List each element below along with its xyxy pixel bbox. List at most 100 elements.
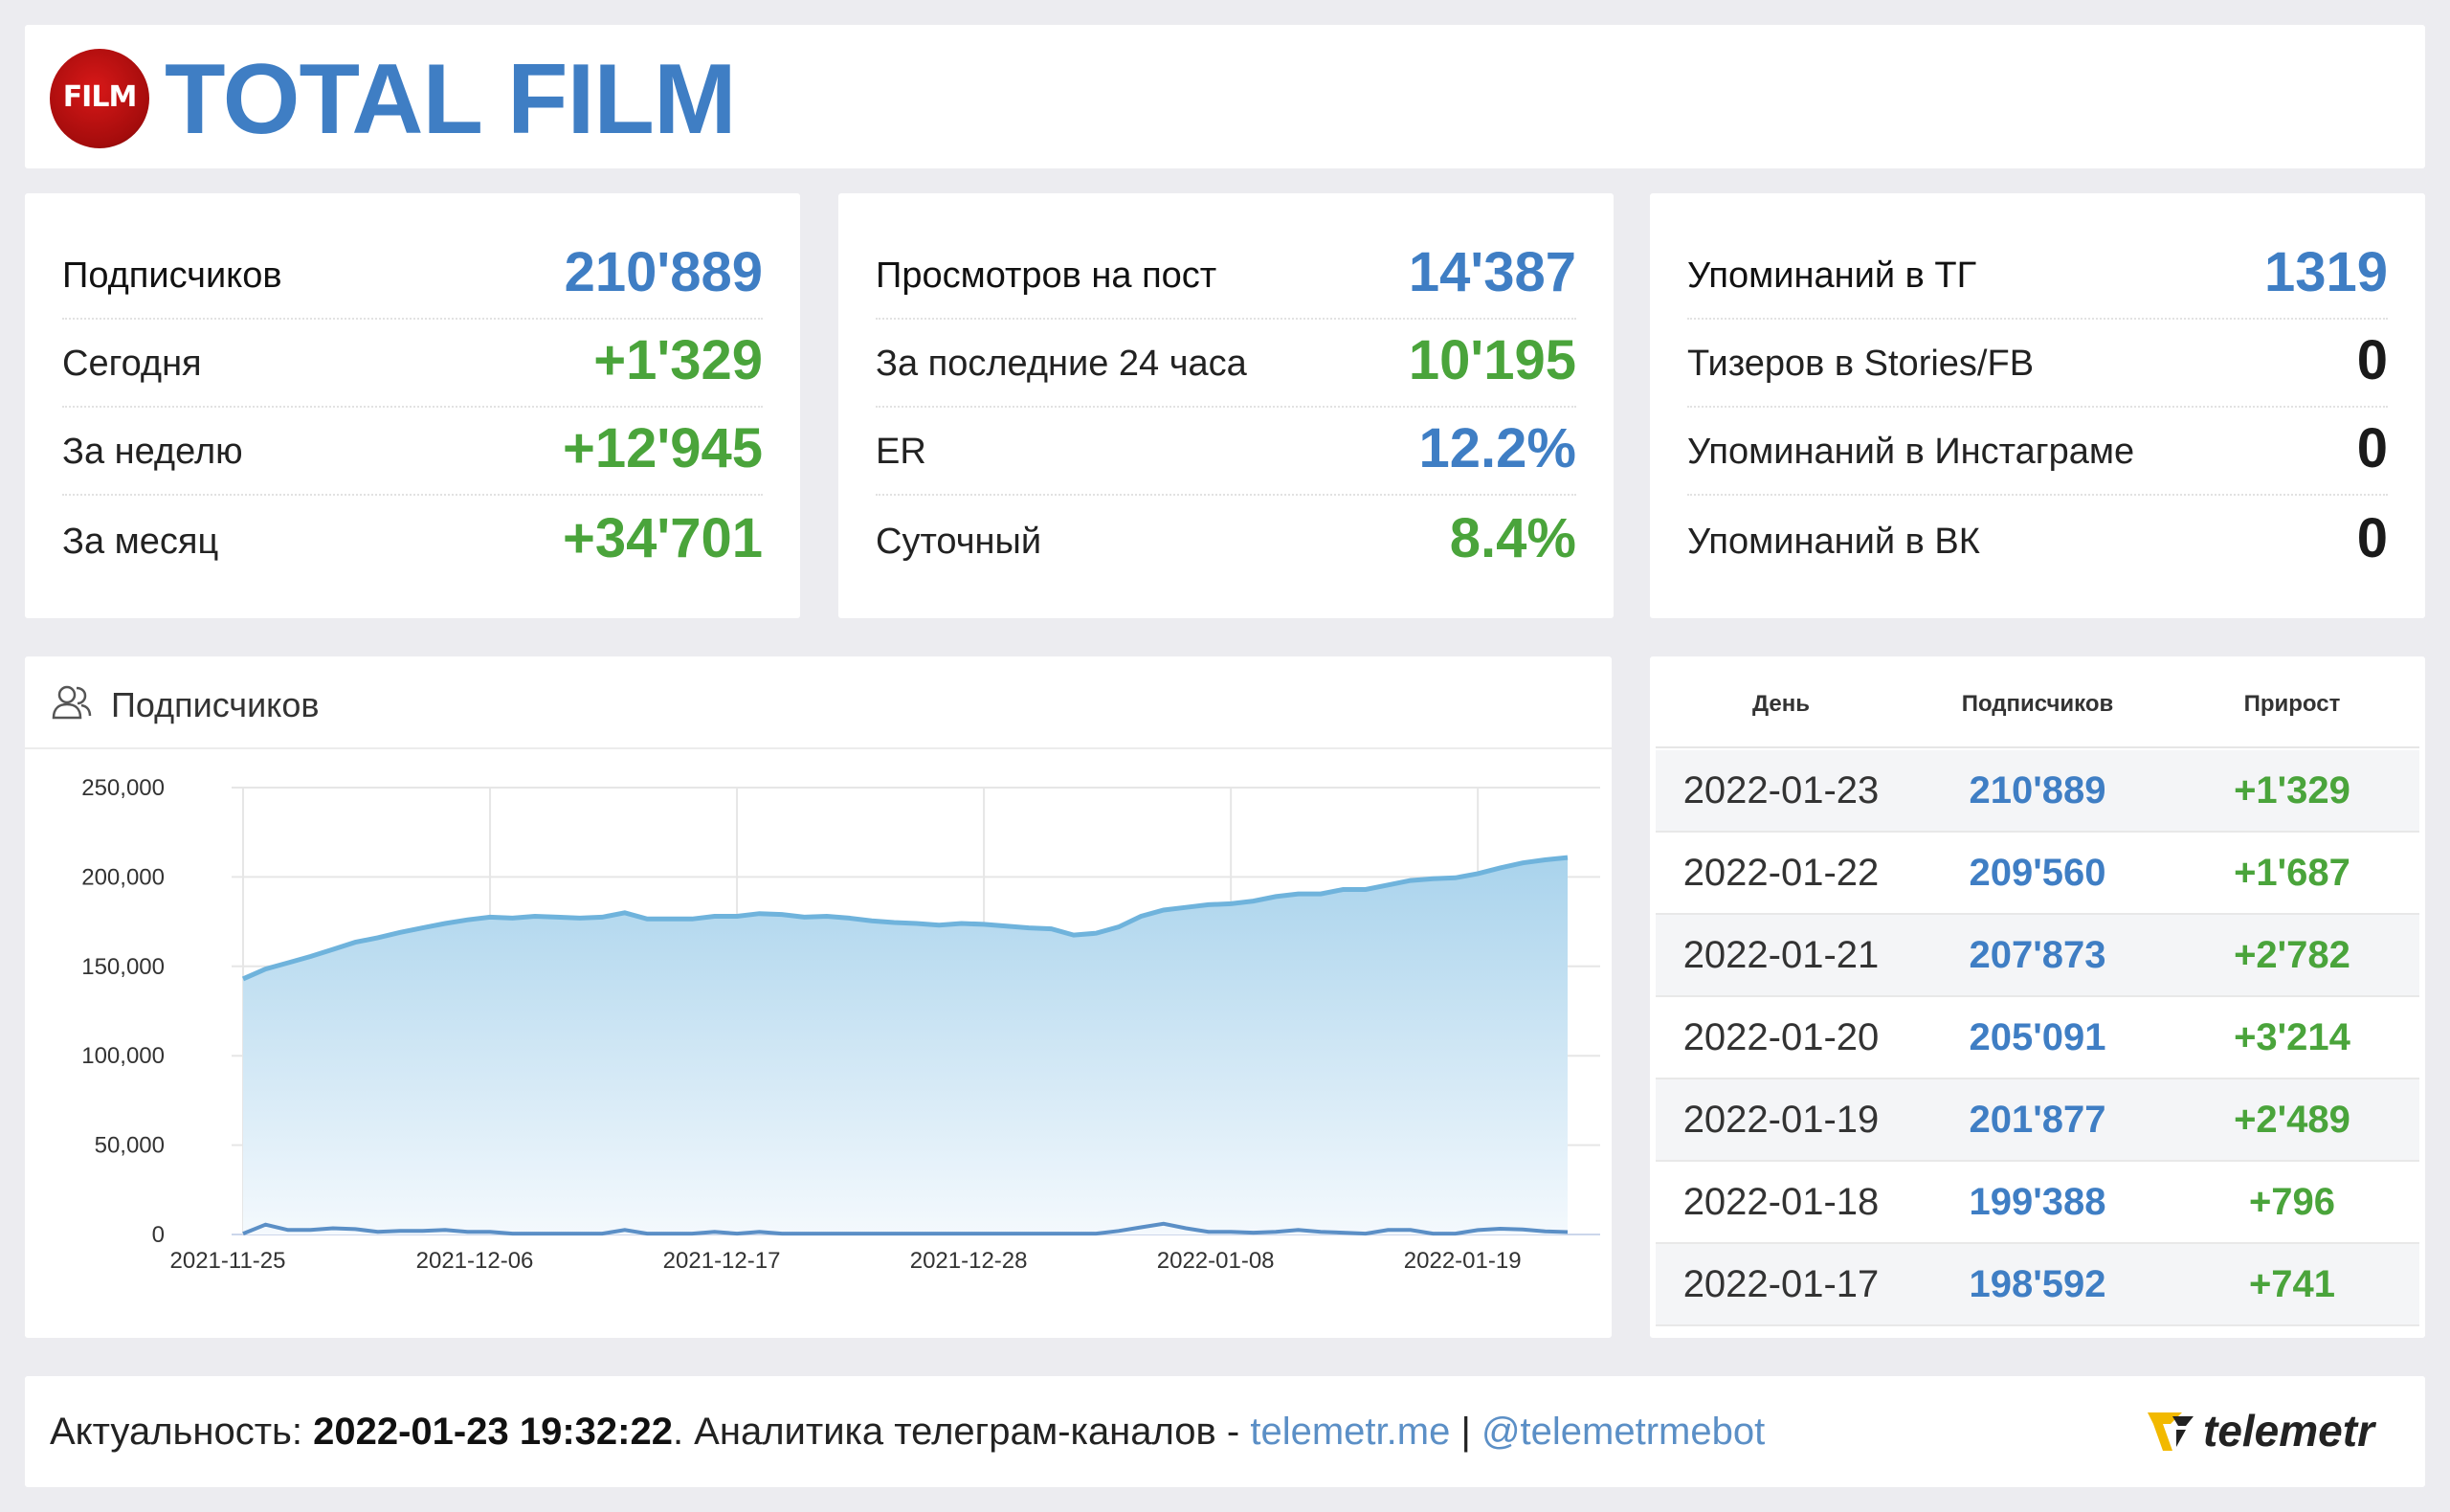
cell-subscribers: 210'889 [1969,769,2106,812]
stat-row-week: За неделю +12'945 [62,408,763,496]
cell-growth: +3'214 [2234,1016,2350,1058]
stat-label: Тизеров в Stories/FB [1687,344,2035,384]
cell-growth: +2'489 [2234,1099,2350,1141]
stat-row-views-per-post: Просмотров на пост 14'387 [876,232,1576,320]
stat-label: Упоминаний в ТГ [1687,256,1977,296]
stat-row-stories-teasers: Тизеров в Stories/FB 0 [1687,320,2388,408]
chart-title: Подписчиков [111,685,320,724]
stat-value: +34'701 [563,507,763,569]
stat-row-last-24h: За последние 24 часа 10'195 [876,320,1576,408]
footer-timestamp: 2022-01-23 19:32:22 [313,1411,673,1453]
stat-label: Просмотров на пост [876,256,1217,296]
y-tick-label: 0 [152,1222,165,1248]
channel-header: FILM TOTAL FILM [25,25,2425,168]
cell-growth: +796 [2248,1181,2336,1223]
x-tick-label: 2022-01-19 [1404,1248,1522,1274]
stat-value: 1319 [2263,241,2388,303]
y-tick-label: 150,000 [81,954,165,980]
subscribers-stats-card: Подписчиков 210'889 Сегодня +1'329 За не… [25,193,800,618]
stat-value: 14'387 [1408,241,1576,303]
stat-value: 12.2% [1418,417,1576,479]
footer-text: Актуальность: 2022-01-23 19:32:22. Анали… [50,1411,1765,1454]
stat-row-vk-mentions: Упоминаний в ВК 0 [1687,496,2388,584]
telemetr-logo-icon [2148,1412,2194,1451]
stat-label: Подписчиков [62,256,282,296]
stat-label: Сегодня [62,344,202,384]
table-row: 2022-01-21 207'873 +2'782 [1656,915,2419,997]
x-tick-label: 2021-12-28 [910,1248,1028,1274]
footer-middle: . Аналитика телеграм-каналов - [672,1411,1251,1453]
stat-label: За неделю [62,432,243,472]
x-tick-label: 2021-12-06 [416,1248,534,1274]
cell-growth: +1'687 [2234,852,2350,894]
cell-subscribers: 201'877 [1969,1099,2106,1141]
cell-day: 2022-01-22 [1682,852,1880,894]
cell-day: 2022-01-18 [1682,1181,1880,1223]
stat-label: Упоминаний в Инстаграме [1687,432,2135,472]
cell-subscribers: 205'091 [1969,1016,2106,1058]
cell-day: 2022-01-19 [1682,1099,1880,1141]
stat-value: 0 [2356,417,2388,479]
cell-growth: +741 [2248,1263,2336,1305]
stat-value: 0 [2356,329,2388,391]
cell-subscribers: 209'560 [1969,852,2106,894]
table-row: 2022-01-23 210'889 +1'329 [1656,750,2419,833]
subscribers-chart-card: Подписчиков 250,000 200,000 150,000 100,000… [25,656,1612,1338]
table-row: 2022-01-18 199'388 +796 [1656,1162,2419,1244]
stat-row-daily-er: Суточный 8.4% [876,496,1576,584]
y-tick-label: 200,000 [81,864,165,890]
y-tick-label: 100,000 [81,1043,165,1069]
footer-prefix: Актуальность: [50,1411,314,1453]
users-icon [52,685,92,720]
cell-growth: +2'782 [2234,934,2350,976]
subscribers-area-chart: 250,000200,000150,000100,00050,00002021-… [81,775,1600,1274]
subscribers-area-fill [243,857,1568,1234]
subscribers-line [241,855,1569,982]
cell-day: 2022-01-23 [1682,769,1880,812]
table-row: 2022-01-22 209'560 +1'687 [1656,833,2419,915]
cell-day: 2022-01-21 [1682,934,1880,976]
footer: Актуальность: 2022-01-23 19:32:22. Анали… [25,1376,2425,1487]
daily-subscribers-table: День Подписчиков Прирост 2022-01-23 210'… [1650,656,2425,1338]
stat-label: За последние 24 часа [876,344,1247,384]
stat-label: Суточный [876,522,1042,562]
stat-row-month: За месяц +34'701 [62,496,763,584]
cell-growth: +1'329 [2234,769,2350,812]
stat-row-today: Сегодня +1'329 [62,320,763,408]
cell-day: 2022-01-17 [1682,1263,1880,1305]
stat-row-er: ER 12.2% [876,408,1576,496]
column-header-subscribers: Подписчиков [1961,691,2114,717]
stat-value: 0 [2356,507,2388,569]
footer-separator: | [1450,1411,1481,1453]
stat-row-instagram-mentions: Упоминаний в Инстаграме 0 [1687,408,2388,496]
cell-day: 2022-01-20 [1682,1016,1880,1058]
stat-label: Упоминаний в ВК [1687,522,1980,562]
telemetr-brand-text: telemetr [2203,1406,2374,1456]
views-stats-card: Просмотров на пост 14'387 За последние 2… [838,193,1614,618]
telemetr-brand[interactable]: telemetr [2144,1401,2393,1458]
chart-header: Подписчиков [25,656,1612,749]
column-header-day: День [1752,691,1810,717]
x-tick-label: 2022-01-08 [1157,1248,1275,1274]
stat-label: ER [876,432,926,472]
cell-subscribers: 207'873 [1969,934,2106,976]
table-row: 2022-01-20 205'091 +3'214 [1656,997,2419,1079]
growth-line [242,1221,1569,1236]
y-tick-label: 250,000 [81,775,165,801]
column-header-growth: Прирост [2243,691,2341,717]
x-tick-label: 2021-11-25 [170,1248,286,1274]
stat-label: За месяц [62,522,219,562]
channel-logo: FILM [50,49,149,148]
cell-subscribers: 199'388 [1969,1181,2106,1223]
telemetr-bot-link[interactable]: @telemetrmebot [1481,1411,1766,1453]
cell-subscribers: 198'592 [1969,1263,2106,1305]
table-row: 2022-01-19 201'877 +2'489 [1656,1079,2419,1162]
stat-value: 210'889 [564,241,763,303]
stat-value: +12'945 [563,417,763,479]
mentions-stats-card: Упоминаний в ТГ 1319 Тизеров в Stories/F… [1650,193,2425,618]
x-tick-label: 2021-12-17 [663,1248,781,1274]
stat-value: 8.4% [1449,507,1576,569]
stat-row-tg-mentions: Упоминаний в ТГ 1319 [1687,232,2388,320]
stat-row-subscribers: Подписчиков 210'889 [62,232,763,320]
telemetr-site-link[interactable]: telemetr.me [1250,1411,1451,1453]
